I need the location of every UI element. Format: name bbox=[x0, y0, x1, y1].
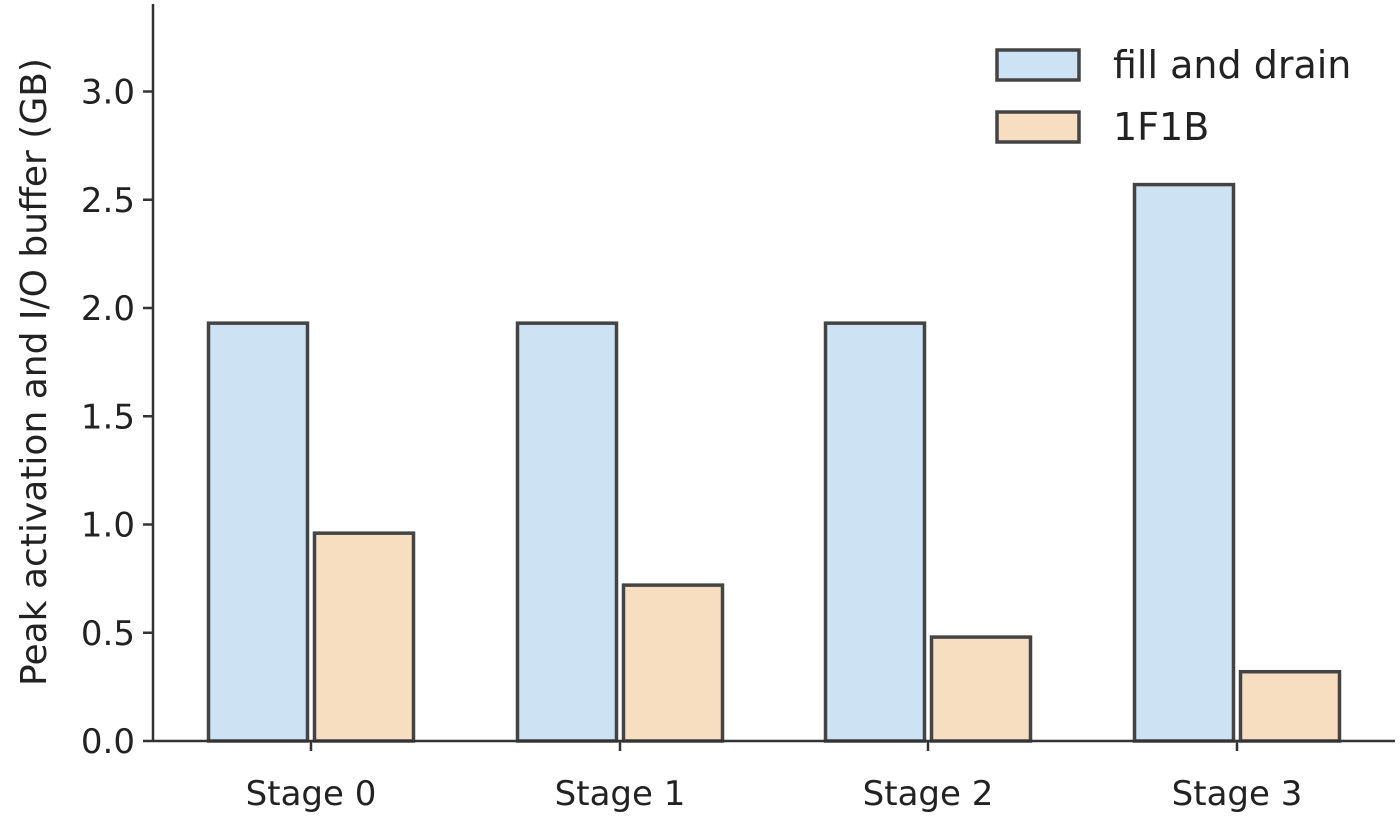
y-tick-label: 1.5 bbox=[81, 397, 135, 437]
y-tick-label: 0.0 bbox=[81, 722, 135, 762]
y-tick-label: 3.0 bbox=[81, 73, 135, 113]
bars-layer bbox=[206, 182, 1342, 743]
legend-label-fill-and-drain: fill and drain bbox=[1113, 43, 1351, 87]
y-tick-label: 2.5 bbox=[81, 181, 135, 221]
bar-1f1b-stage-2 bbox=[929, 635, 1033, 743]
bar-fill-and-drain-stage-0 bbox=[206, 321, 310, 743]
bar-1f1b-stage-1 bbox=[621, 583, 725, 743]
bar-fill-and-drain-stage-2 bbox=[823, 321, 927, 743]
bar-1f1b-stage-3 bbox=[1238, 669, 1342, 743]
y-tick-label: 1.0 bbox=[81, 506, 135, 546]
bar-fill-and-drain-stage-3 bbox=[1132, 182, 1236, 743]
y-axis-label: Peak activation and I/O buffer (GB) bbox=[14, 58, 55, 686]
legend-label-1f1b: 1F1B bbox=[1113, 105, 1209, 149]
y-tick-label: 2.0 bbox=[81, 289, 135, 329]
x-tick-label: Stage 2 bbox=[863, 774, 994, 814]
legend-swatch-fill-and-drain bbox=[995, 48, 1081, 82]
legend-swatch-1f1b bbox=[995, 110, 1081, 144]
bar-fill-and-drain-stage-1 bbox=[515, 321, 619, 743]
x-tick-label: Stage 3 bbox=[1172, 774, 1303, 814]
axes-layer bbox=[151, 4, 1395, 743]
x-tick-label: Stage 1 bbox=[555, 774, 686, 814]
x-tick-label: Stage 0 bbox=[246, 774, 377, 814]
y-tick-label: 0.5 bbox=[81, 614, 135, 654]
bar-1f1b-stage-0 bbox=[312, 531, 416, 743]
y-ticks: 0.0 0.5 1.0 1.5 2.0 2.5 3.0 bbox=[81, 73, 153, 762]
legend: fill and drain 1F1B bbox=[995, 43, 1351, 149]
x-ticks: Stage 0 Stage 1 Stage 2 Stage 3 bbox=[246, 741, 1303, 814]
